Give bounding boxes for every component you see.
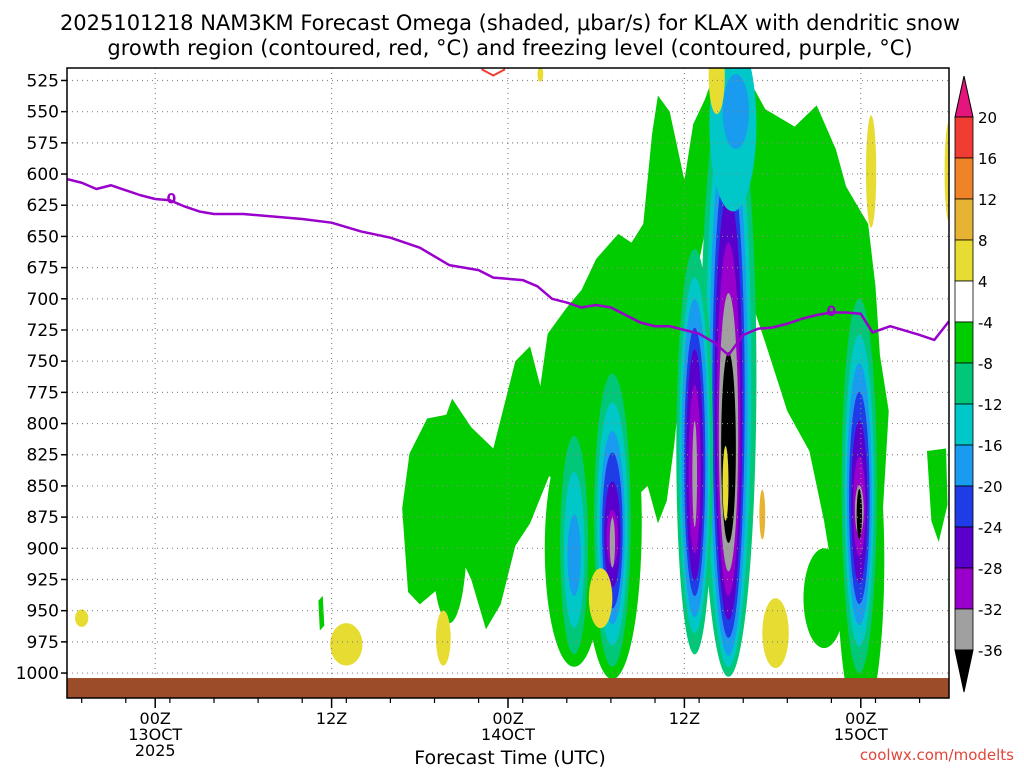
- colorbar-label-6: -8: [978, 355, 993, 373]
- terrain-surface: [67, 678, 949, 698]
- y-tick-label-850: 850: [27, 477, 59, 497]
- omega-pos-6: [865, 115, 877, 228]
- y-tick-label-625: 625: [27, 196, 59, 216]
- colorbar-segment-9: [954, 485, 974, 528]
- y-tick-label-550: 550: [27, 103, 59, 123]
- omega-pos-9: [537, 68, 544, 82]
- chart-title-line-2: growth region (contoured, red, °C) and f…: [107, 36, 912, 60]
- x-tick-label-4-1: 15OCT: [834, 725, 888, 744]
- freezing-level-label-1: 0: [166, 192, 176, 208]
- colorbar-label-2: 12: [978, 191, 997, 209]
- y-tick-label-825: 825: [27, 446, 59, 466]
- omega-pos-8: [944, 121, 949, 222]
- y-tick-label-675: 675: [27, 259, 59, 279]
- colorbar-label-10: -24: [978, 519, 1003, 537]
- colorbar-segment-12: [954, 608, 974, 651]
- omega-pos-11: [759, 489, 766, 540]
- colorbar-label-4: 4: [978, 273, 988, 291]
- y-tick-label-875: 875: [27, 508, 59, 528]
- omega-blob-green-5: [803, 548, 845, 649]
- colorbar-segment-8: [954, 444, 974, 487]
- credit-text: coolwx.com/modelts: [860, 746, 1014, 764]
- omega-col-b-level-7: [692, 421, 698, 528]
- colorbar-label-11: -28: [978, 560, 1003, 578]
- y-tick-label-1000: 1000: [16, 664, 59, 684]
- colorbar-segment-5: [954, 321, 974, 364]
- dendritic-zone-contour: [481, 68, 506, 77]
- colorbar-label-9: -20: [978, 478, 1003, 496]
- y-tick-label-650: 650: [27, 227, 59, 247]
- colorbar-segment-10: [954, 526, 974, 569]
- x-tick-label-3-0: 12Z: [669, 709, 700, 728]
- y-tick-label-525: 525: [27, 71, 59, 91]
- x-tick-label-2-1: 14OCT: [481, 725, 535, 744]
- colorbar-segment-3: [954, 239, 974, 282]
- x-axis-title: Forecast Time (UTC): [414, 747, 605, 768]
- colorbar-label-1: 16: [978, 150, 997, 168]
- omega-pos-5: [762, 598, 789, 669]
- omega-region-green-small: [318, 595, 325, 631]
- terrain-fill: [67, 678, 949, 698]
- omega-col-c-level-8: [856, 489, 862, 539]
- colorbar-label-7: -12: [978, 396, 1003, 414]
- freezing-level-label-2: 0: [827, 304, 837, 320]
- omega-shading: [75, 68, 949, 698]
- grid-lines: [67, 68, 949, 698]
- colorbar-segment-1: [954, 157, 974, 200]
- x-tick-label-2-0: 00Z: [492, 709, 523, 728]
- x-tick-label-0-2: 2025: [135, 741, 176, 760]
- colorbar-segment-7: [954, 403, 974, 446]
- omega-col-a-level-8: [721, 352, 736, 543]
- contour-lines: 00: [67, 68, 949, 357]
- x-tick-label-1-0: 12Z: [316, 709, 347, 728]
- omega-colorbar: 20 16 12 8 4 -4 -8 -12 -16 -20 -24 -28 -32 -36: [954, 75, 1003, 693]
- omega-region-green-main: [402, 74, 889, 655]
- colorbar-bottom-arrow: [954, 649, 974, 693]
- omega-pos-2: [330, 623, 363, 666]
- y-tick-label-925: 925: [27, 570, 59, 590]
- y-tick-label-575: 575: [27, 134, 59, 154]
- omega-pos-3: [435, 610, 451, 666]
- y-axis: 525 550 575 600 625 650 675 700 725 750 775 800 825 8…: [16, 71, 67, 684]
- colorbar-top-arrow: [954, 75, 974, 118]
- y-tick-label-900: 900: [27, 539, 59, 559]
- y-tick-label-700: 700: [27, 290, 59, 310]
- omega-pos-1: [75, 609, 89, 627]
- x-tick-label-0-0: 00Z: [140, 709, 171, 728]
- colorbar-label-13: -36: [978, 642, 1003, 660]
- colorbar-segment-6: [954, 362, 974, 405]
- colorbar-label-12: -32: [978, 601, 1003, 619]
- omega-blob-green-1: [431, 448, 467, 624]
- colorbar-segment-4: [954, 280, 974, 323]
- y-tick-label-950: 950: [27, 602, 59, 622]
- x-tick-label-0-1: 13OCT: [128, 725, 182, 744]
- colorbar-label-8: -16: [978, 437, 1003, 455]
- y-tick-label-800: 800: [27, 415, 59, 435]
- omega-col-a-upper-blue: [722, 74, 750, 150]
- y-tick-label-725: 725: [27, 321, 59, 341]
- omega-pos-7: [708, 68, 725, 115]
- y-tick-label-750: 750: [27, 352, 59, 372]
- omega-region-green-east: [926, 448, 948, 543]
- y-tick-label-600: 600: [27, 165, 59, 185]
- omega-col-d-level-7: [609, 517, 616, 568]
- colorbar-segment-2: [954, 198, 974, 241]
- colorbar-segment-11: [954, 567, 974, 610]
- y-tick-label-975: 975: [27, 633, 59, 653]
- colorbar-label-5: -4: [978, 314, 993, 332]
- colorbar-label-3: 8: [978, 232, 988, 250]
- omega-pos-4: [588, 568, 613, 629]
- chart-title-line-1: 2025101218 NAM3KM Forecast Omega (shaded…: [60, 11, 960, 35]
- y-tick-label-775: 775: [27, 383, 59, 403]
- colorbar-segment-0: [954, 116, 974, 159]
- omega-col-e-level-3: [567, 514, 581, 597]
- freezing-level-line: [67, 177, 949, 357]
- colorbar-label-0: 20: [978, 109, 997, 127]
- omega-pos-10: [722, 446, 729, 521]
- x-tick-label-4-0: 00Z: [845, 709, 876, 728]
